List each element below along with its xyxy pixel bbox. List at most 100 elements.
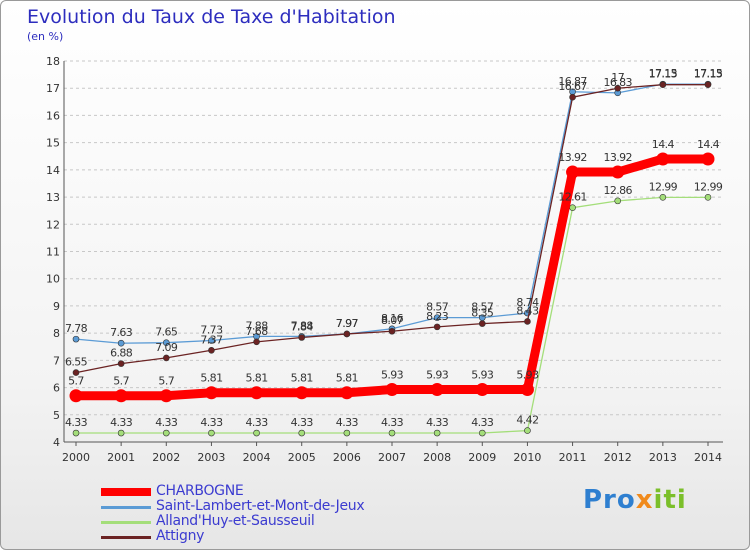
data-point bbox=[569, 204, 576, 211]
data-point bbox=[117, 339, 125, 347]
data-point bbox=[614, 84, 622, 92]
data-point bbox=[611, 165, 625, 179]
data-label: 13.92 bbox=[558, 151, 587, 164]
data-point bbox=[72, 335, 80, 343]
data-point bbox=[208, 337, 215, 344]
data-label: 5.81 bbox=[336, 372, 358, 385]
data-label: 4.33 bbox=[246, 416, 269, 429]
data-label: 17.13 bbox=[649, 68, 678, 81]
logo-part-1: Pro bbox=[583, 485, 636, 515]
x-tick-label: 2009 bbox=[468, 451, 496, 464]
data-label: 7.97 bbox=[336, 317, 359, 330]
data-label: 5.93 bbox=[471, 368, 494, 381]
data-label: 4.33 bbox=[110, 416, 133, 429]
data-label: 7.68 bbox=[246, 325, 269, 338]
data-point bbox=[656, 152, 670, 166]
y-tick-label: 12 bbox=[46, 218, 60, 231]
data-label: 8.35 bbox=[471, 307, 494, 320]
x-tick-label: 2003 bbox=[197, 451, 225, 464]
data-label: 7.88 bbox=[291, 319, 314, 332]
legend-swatch bbox=[101, 536, 151, 539]
data-point bbox=[388, 327, 396, 335]
data-label: 13.92 bbox=[603, 151, 632, 164]
data-point bbox=[520, 382, 534, 396]
data-point bbox=[162, 354, 170, 362]
data-label: 8.23 bbox=[426, 310, 449, 323]
y-tick-label: 6 bbox=[53, 382, 60, 395]
data-label: 7.73 bbox=[200, 323, 223, 336]
data-point bbox=[433, 314, 441, 321]
data-label: 4.33 bbox=[291, 416, 314, 429]
y-tick-label: 13 bbox=[46, 191, 60, 204]
data-point bbox=[159, 389, 173, 403]
x-tick-label: 2008 bbox=[423, 451, 451, 464]
data-point bbox=[208, 429, 215, 437]
data-label: 8.57 bbox=[471, 301, 494, 314]
data-label: 5.93 bbox=[426, 368, 449, 381]
data-point bbox=[524, 318, 531, 325]
y-tick-label: 17 bbox=[46, 82, 60, 95]
data-label: 5.7 bbox=[113, 375, 129, 388]
data-point bbox=[343, 429, 351, 437]
data-label: 7.78 bbox=[65, 322, 88, 335]
data-point bbox=[385, 382, 399, 396]
data-point bbox=[704, 194, 712, 201]
x-tick-label: 2014 bbox=[694, 451, 722, 464]
data-point bbox=[524, 427, 531, 434]
y-tick-label: 14 bbox=[46, 164, 60, 177]
data-point bbox=[659, 81, 667, 88]
data-label: 5.81 bbox=[246, 372, 268, 385]
y-tick-label: 18 bbox=[46, 55, 60, 68]
data-point bbox=[253, 429, 260, 437]
data-point bbox=[478, 320, 486, 327]
x-tick-label: 2004 bbox=[243, 451, 271, 464]
data-label: 4.33 bbox=[155, 416, 178, 429]
data-point bbox=[569, 93, 576, 101]
y-tick-label: 5 bbox=[53, 409, 60, 422]
data-label: 14.4 bbox=[652, 138, 675, 151]
data-label: 14.4 bbox=[697, 138, 720, 151]
data-point bbox=[388, 429, 396, 437]
data-label: 17.13 bbox=[694, 68, 723, 81]
data-point bbox=[162, 429, 170, 437]
data-point bbox=[659, 194, 667, 201]
data-label: 7.37 bbox=[200, 333, 223, 346]
data-point bbox=[478, 429, 486, 437]
y-tick-label: 7 bbox=[53, 354, 60, 367]
data-point bbox=[117, 429, 125, 437]
data-label: 16.87 bbox=[558, 75, 587, 88]
data-label: 4.33 bbox=[336, 416, 359, 429]
data-point bbox=[114, 389, 128, 403]
data-label: 7.84 bbox=[291, 320, 314, 333]
legend-label: Attigny bbox=[156, 528, 205, 544]
data-label: 5.81 bbox=[291, 372, 313, 385]
y-tick-label: 9 bbox=[53, 300, 60, 313]
chart-title: Evolution du Taux de Taxe d'Habitation bbox=[27, 6, 396, 28]
legend-label: Alland'Huy-et-Sausseuil bbox=[156, 513, 315, 529]
data-label: 8.74 bbox=[516, 296, 539, 309]
logo-part-3: iti bbox=[653, 485, 687, 515]
data-point bbox=[340, 386, 354, 400]
data-label: 8.07 bbox=[381, 314, 404, 327]
data-label: 16.67 bbox=[558, 80, 587, 93]
x-tick-label: 2012 bbox=[604, 451, 632, 464]
y-tick-label: 16 bbox=[46, 109, 60, 122]
data-point bbox=[72, 369, 80, 376]
data-point bbox=[69, 389, 83, 403]
data-label: 12.99 bbox=[694, 180, 723, 193]
data-label: 7.97 bbox=[336, 317, 359, 330]
data-label: 5.7 bbox=[158, 375, 174, 388]
x-tick-label: 2010 bbox=[513, 451, 541, 464]
y-tick-label: 4 bbox=[53, 436, 60, 449]
data-label: 4.33 bbox=[200, 416, 223, 429]
x-tick-label: 2002 bbox=[152, 451, 180, 464]
data-label: 4.33 bbox=[65, 416, 88, 429]
chart-unit: (en %) bbox=[27, 30, 64, 43]
data-point bbox=[343, 330, 351, 338]
data-label: 4.33 bbox=[426, 416, 449, 429]
legend-swatch bbox=[101, 521, 151, 524]
data-label: 4.42 bbox=[516, 414, 538, 427]
data-label: 7.88 bbox=[246, 319, 269, 332]
proxiti-logo: Proxiti bbox=[583, 485, 687, 515]
